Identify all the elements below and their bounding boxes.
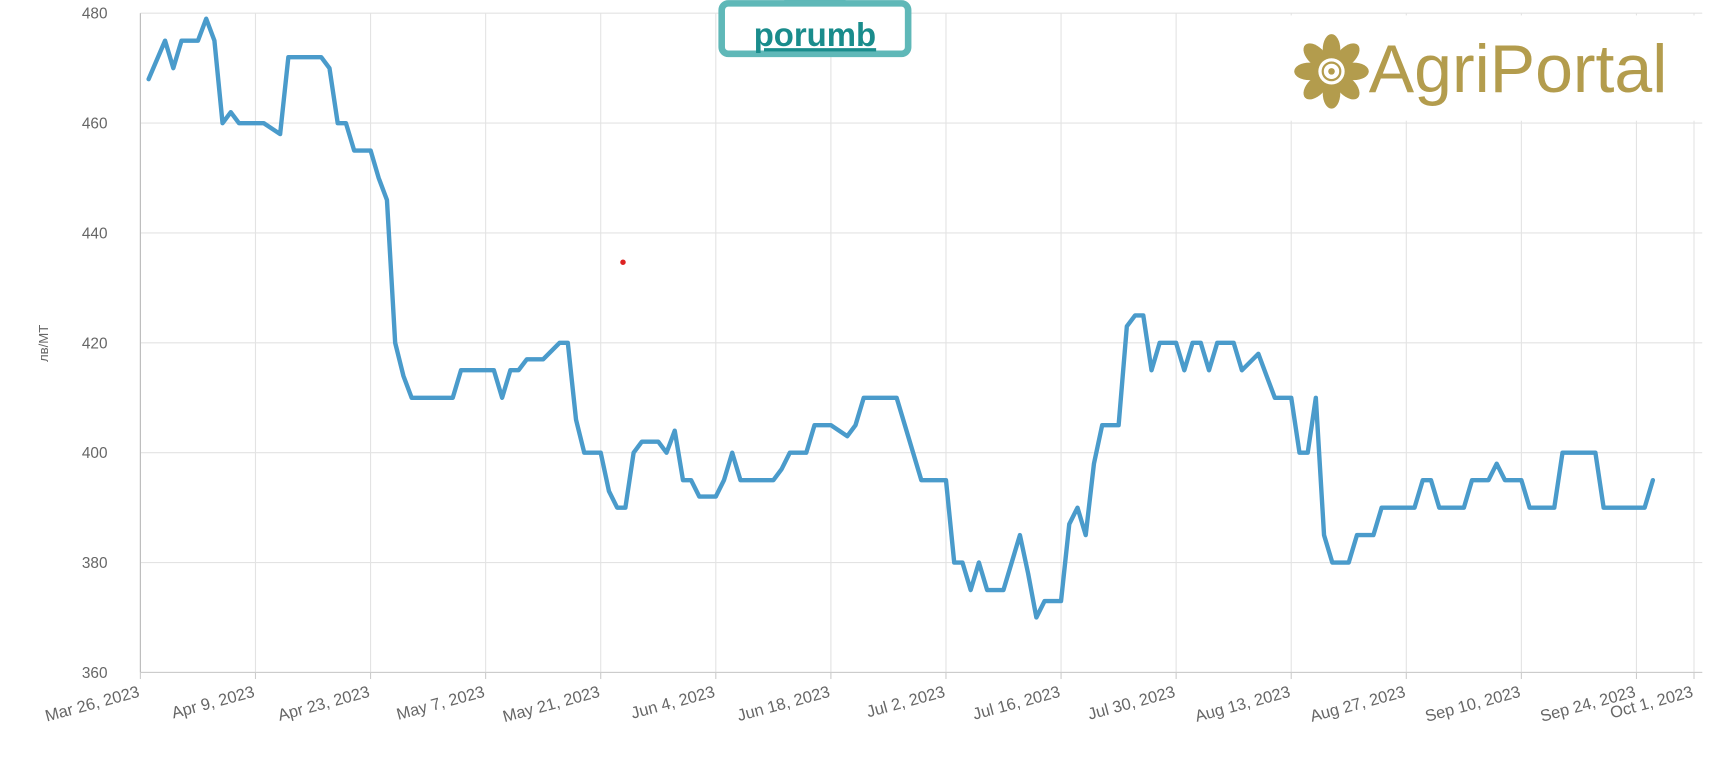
x-tick-label: Jul 16, 2023 [971, 683, 1062, 724]
data-line [146, 16, 1656, 620]
logo-icon [1294, 34, 1369, 109]
x-tick-label: Jul 2, 2023 [865, 683, 947, 721]
x-tick-label: Mar 26, 2023 [43, 683, 141, 725]
chart-title: porumb [754, 16, 876, 53]
y-axis-label: лв/MT [36, 325, 51, 362]
y-tick-label: 360 [82, 665, 108, 682]
x-tick-label: Jul 30, 2023 [1086, 683, 1177, 724]
title-box [718, 0, 912, 58]
y-tick-label: 480 [82, 6, 108, 23]
x-tick-label: Aug 27, 2023 [1308, 683, 1407, 726]
y-tick-label: 400 [82, 445, 108, 462]
y-tick-label: 380 [82, 555, 108, 572]
y-tick-label: 420 [82, 335, 108, 352]
x-tick-label: Jun 18, 2023 [735, 683, 831, 725]
x-tick-label: Jun 4, 2023 [629, 683, 717, 723]
marker-dot [620, 259, 626, 265]
x-tick-label: May 21, 2023 [501, 683, 602, 726]
x-tick-label: Apr 9, 2023 [170, 683, 257, 722]
x-tick-label: Apr 23, 2023 [276, 683, 372, 725]
y-tick-label: 440 [82, 225, 108, 242]
x-tick-label: Sep 10, 2023 [1423, 683, 1522, 726]
x-tick-label: May 7, 2023 [395, 683, 487, 724]
brand-logo: AgriPortal [1369, 31, 1668, 107]
x-tick-label: Aug 13, 2023 [1193, 683, 1292, 726]
plot [146, 16, 1656, 620]
y-tick-label: 460 [82, 116, 108, 133]
